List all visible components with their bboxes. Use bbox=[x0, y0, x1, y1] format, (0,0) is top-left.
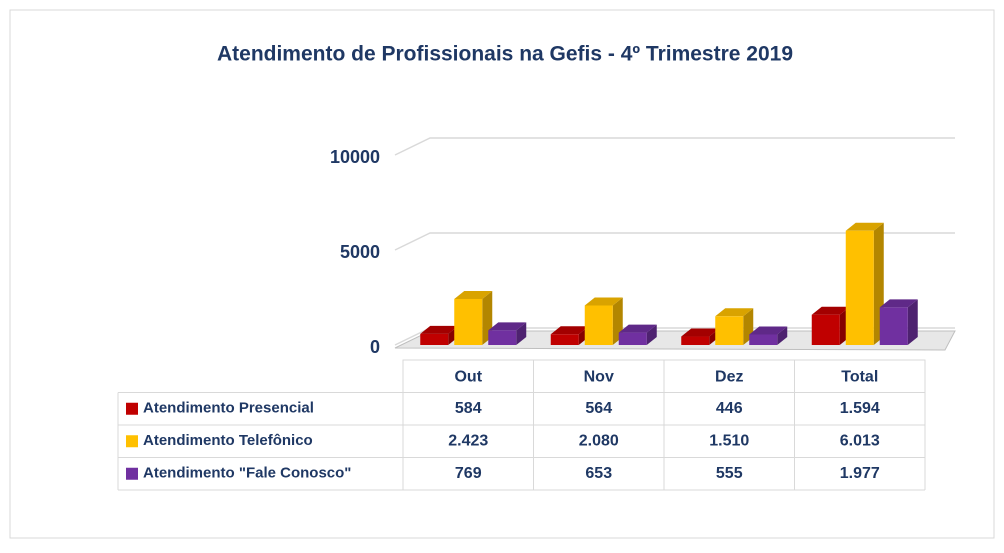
data-label: 446 bbox=[716, 400, 743, 417]
bar bbox=[749, 326, 788, 345]
legend-swatch bbox=[126, 402, 138, 415]
bar bbox=[618, 324, 657, 345]
legend-swatch bbox=[126, 467, 138, 480]
legend-label: Atendimento Telefônico bbox=[143, 432, 313, 449]
bar-front bbox=[488, 330, 517, 345]
bar bbox=[845, 222, 884, 345]
x-tick-label: Dez bbox=[715, 368, 743, 385]
y-tick-label: 0 bbox=[370, 337, 380, 357]
bar-front bbox=[715, 316, 744, 345]
data-label: 2.080 bbox=[579, 432, 619, 449]
data-label: 584 bbox=[455, 400, 482, 417]
bar-top bbox=[715, 308, 754, 317]
bar-top bbox=[681, 328, 720, 337]
bar-top bbox=[749, 326, 788, 335]
bar-top bbox=[550, 326, 589, 335]
data-label: 1.510 bbox=[709, 432, 749, 449]
data-label: 6.013 bbox=[840, 432, 880, 449]
bar-front bbox=[420, 333, 449, 345]
bar bbox=[454, 290, 493, 345]
bar-front bbox=[681, 336, 710, 345]
x-tick-label: Out bbox=[454, 368, 482, 385]
data-label: 2.423 bbox=[448, 432, 488, 449]
y-tick-label: 10000 bbox=[330, 147, 380, 167]
bar-front bbox=[845, 230, 874, 345]
bar-top bbox=[879, 299, 918, 308]
data-label: 653 bbox=[585, 465, 612, 482]
y-tick-label: 5000 bbox=[340, 242, 380, 262]
bar-top bbox=[454, 290, 493, 299]
bar-front bbox=[454, 298, 483, 345]
bar bbox=[584, 297, 623, 345]
data-label: 769 bbox=[455, 465, 482, 482]
legend-label: Atendimento "Fale Conosco" bbox=[143, 465, 351, 482]
bar-top bbox=[584, 297, 623, 306]
bar-front bbox=[584, 305, 613, 345]
bar-front bbox=[879, 307, 908, 345]
bar bbox=[488, 322, 527, 345]
legend-swatch bbox=[126, 435, 138, 448]
legend-label: Atendimento Presencial bbox=[143, 400, 314, 417]
bar-side bbox=[907, 299, 918, 345]
x-tick-label: Nov bbox=[584, 368, 614, 385]
bar-front bbox=[811, 314, 840, 345]
bar-front bbox=[550, 334, 579, 345]
data-label: 555 bbox=[716, 465, 743, 482]
data-label: 1.977 bbox=[840, 465, 880, 482]
chart-title: Atendimento de Profissionais na Gefis - … bbox=[217, 43, 793, 66]
chart-frame bbox=[9, 9, 995, 539]
bar-top bbox=[618, 324, 657, 333]
grid-line bbox=[394, 232, 955, 251]
data-label: 564 bbox=[585, 400, 612, 417]
bar-side bbox=[777, 326, 788, 345]
bar-top bbox=[811, 306, 850, 315]
bar-front bbox=[618, 332, 647, 345]
x-tick-label: Total bbox=[841, 368, 878, 385]
bar bbox=[811, 306, 850, 345]
bar-side bbox=[516, 322, 527, 345]
bar-front bbox=[749, 334, 778, 345]
bar-top bbox=[488, 322, 527, 331]
data-label: 1.594 bbox=[840, 400, 880, 417]
grid-line bbox=[394, 137, 955, 156]
bar bbox=[879, 299, 918, 345]
bar bbox=[715, 308, 754, 345]
bar-top bbox=[420, 325, 459, 334]
bar-top bbox=[845, 222, 884, 231]
bar-side bbox=[646, 324, 657, 345]
